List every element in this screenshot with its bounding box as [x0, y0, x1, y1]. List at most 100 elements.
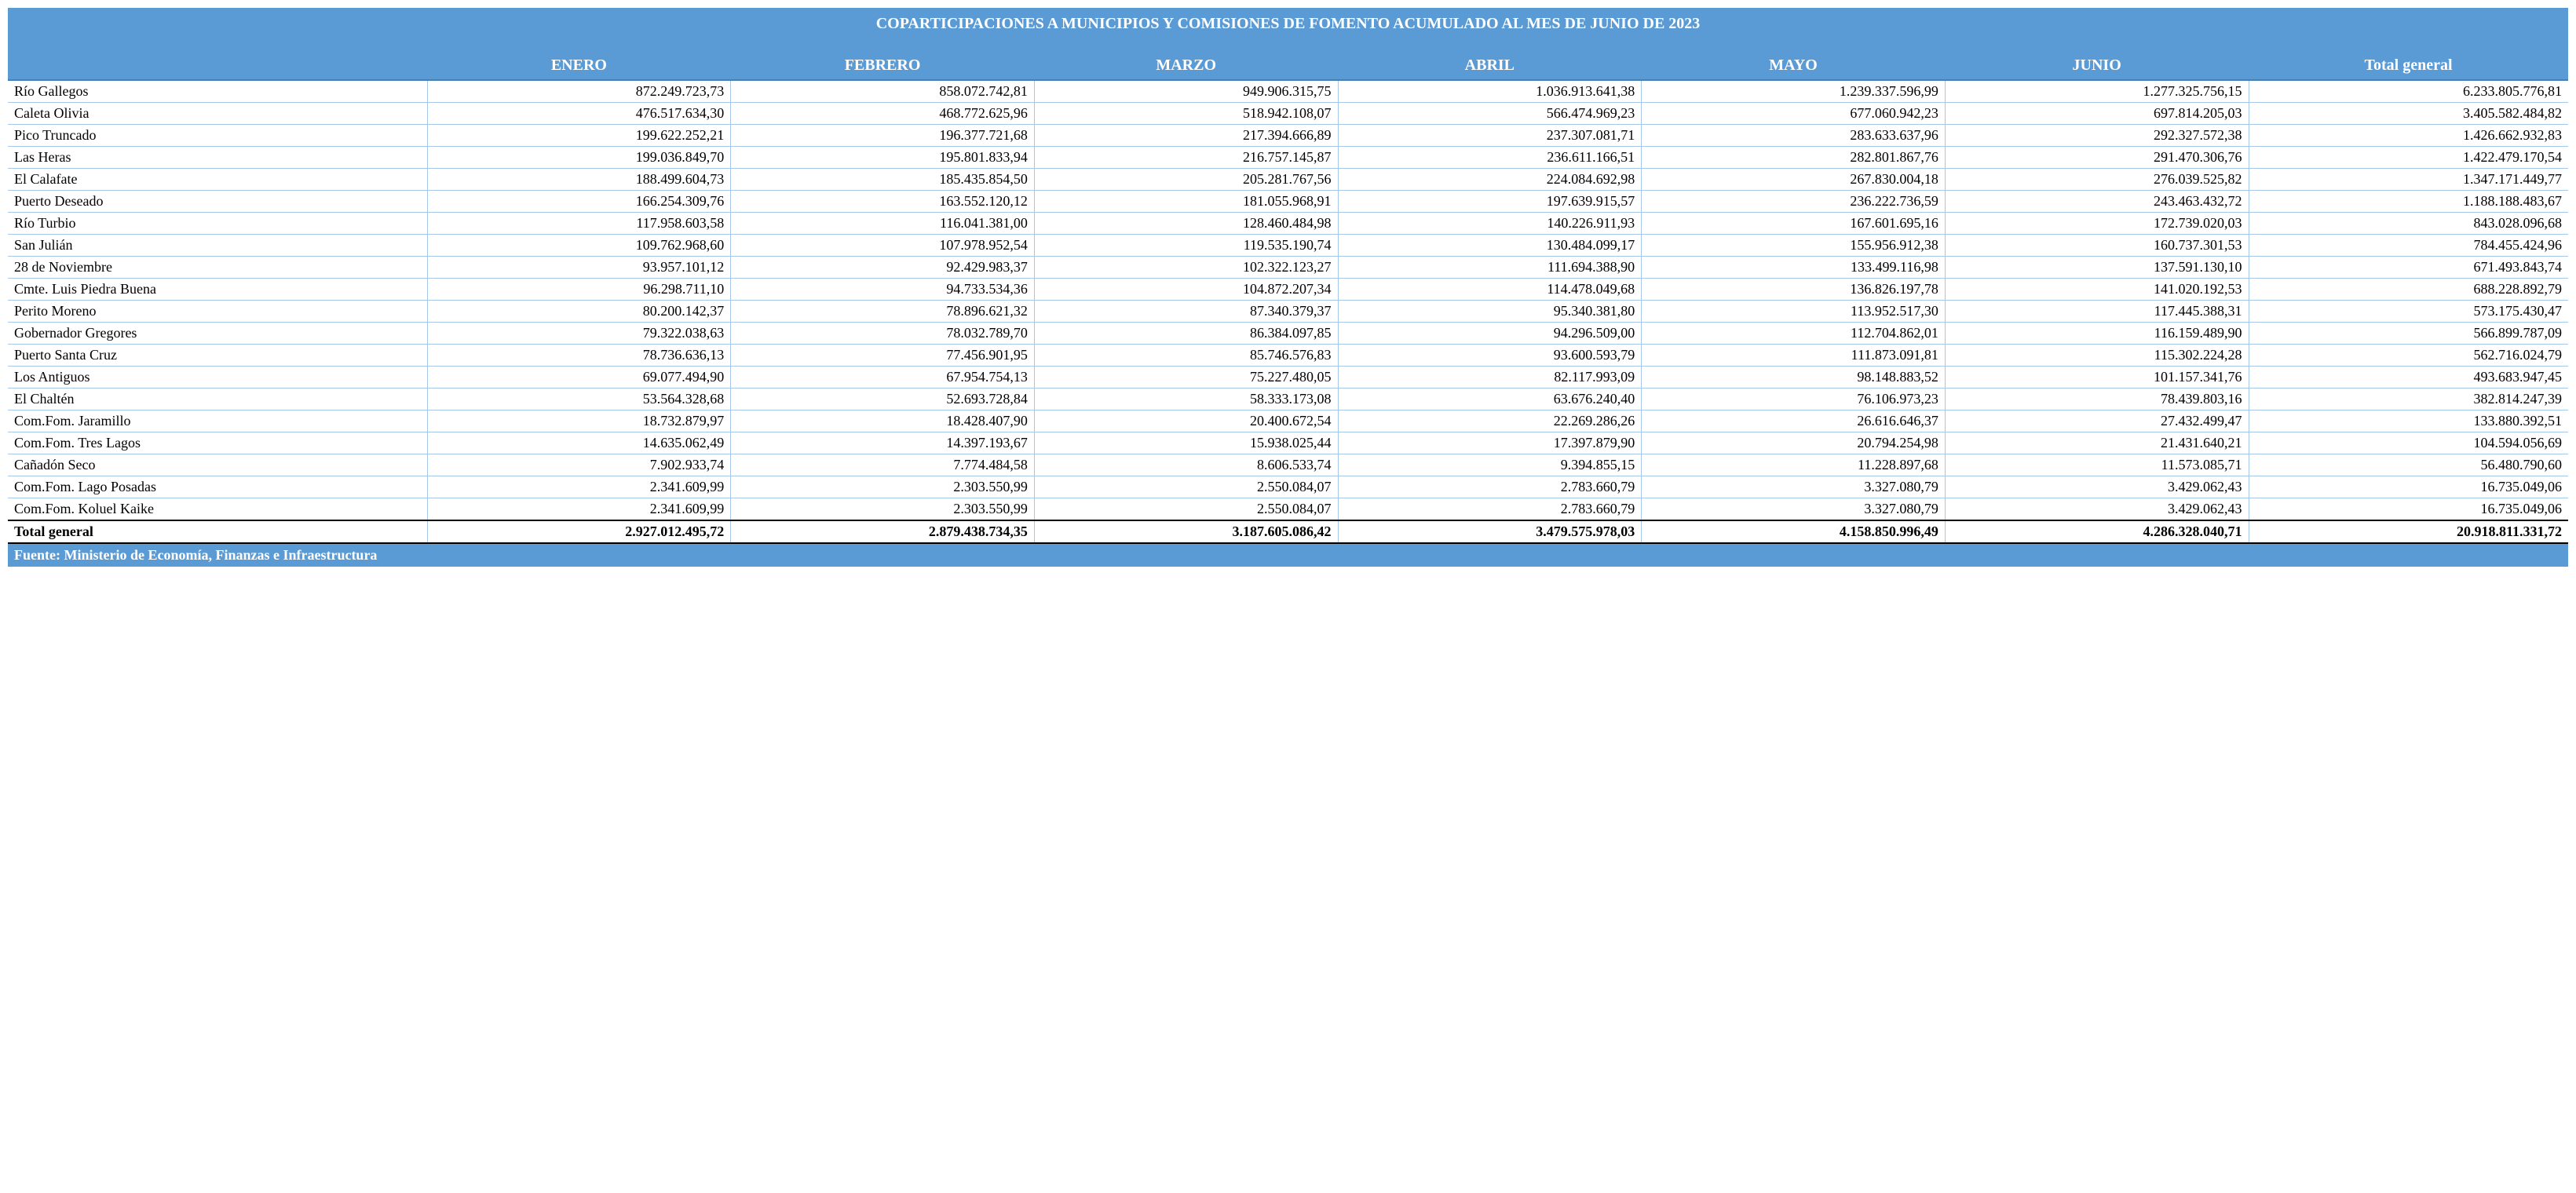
cell-value: 113.952.517,30	[1642, 301, 1946, 323]
cell-value: 1.277.325.756,15	[1945, 80, 2249, 103]
spacer-row	[8, 38, 2568, 52]
table-row: El Chaltén53.564.328,6852.693.728,8458.3…	[8, 389, 2568, 410]
cell-value: 291.470.306,76	[1945, 147, 2249, 169]
cell-value: 137.591.130,10	[1945, 257, 2249, 279]
cell-value: 140.226.911,93	[1338, 213, 1642, 235]
cell-value: 188.499.604,73	[427, 169, 731, 191]
cell-value: 95.340.381,80	[1338, 301, 1642, 323]
cell-value: 688.228.892,79	[2249, 279, 2568, 301]
cell-value: 1.422.479.170,54	[2249, 147, 2568, 169]
cell-value: 236.611.166,51	[1338, 147, 1642, 169]
cell-value: 562.716.024,79	[2249, 345, 2568, 367]
cell-value: 16.735.049,06	[2249, 498, 2568, 521]
cell-value: 243.463.432,72	[1945, 191, 2249, 213]
col-header-total: Total general	[2249, 52, 2568, 80]
cell-value: 2.550.084,07	[1034, 476, 1338, 498]
table-row: Río Turbio117.958.603,58116.041.381,0012…	[8, 213, 2568, 235]
row-name: Com.Fom. Tres Lagos	[8, 432, 427, 454]
cell-value: 163.552.120,12	[731, 191, 1035, 213]
cell-value: 566.474.969,23	[1338, 103, 1642, 125]
table-row: Las Heras199.036.849,70195.801.833,94216…	[8, 147, 2568, 169]
cell-value: 15.938.025,44	[1034, 432, 1338, 454]
table-row: Com.Fom. Koluel Kaike2.341.609,992.303.5…	[8, 498, 2568, 521]
cell-value: 858.072.742,81	[731, 80, 1035, 103]
total-value: 4.158.850.996,49	[1642, 520, 1946, 543]
cell-value: 155.956.912,38	[1642, 235, 1946, 257]
cell-value: 3.429.062,43	[1945, 498, 2249, 521]
cell-value: 111.873.091,81	[1642, 345, 1946, 367]
table-row: Caleta Olivia476.517.634,30468.772.625,9…	[8, 103, 2568, 125]
cell-value: 476.517.634,30	[427, 103, 731, 125]
table-row: Gobernador Gregores79.322.038,6378.032.7…	[8, 323, 2568, 345]
cell-value: 109.762.968,60	[427, 235, 731, 257]
cell-value: 282.801.867,76	[1642, 147, 1946, 169]
cell-value: 267.830.004,18	[1642, 169, 1946, 191]
cell-value: 78.896.621,32	[731, 301, 1035, 323]
cell-value: 76.106.973,23	[1642, 389, 1946, 410]
cell-value: 2.783.660,79	[1338, 498, 1642, 521]
cell-value: 2.341.609,99	[427, 476, 731, 498]
header-row: ENERO FEBRERO MARZO ABRIL MAYO JUNIO Tot…	[8, 52, 2568, 80]
cell-value: 205.281.767,56	[1034, 169, 1338, 191]
cell-value: 82.117.993,09	[1338, 367, 1642, 389]
cell-value: 117.445.388,31	[1945, 301, 2249, 323]
cell-value: 949.906.315,75	[1034, 80, 1338, 103]
table-row: El Calafate188.499.604,73185.435.854,502…	[8, 169, 2568, 191]
cell-value: 195.801.833,94	[731, 147, 1035, 169]
cell-value: 58.333.173,08	[1034, 389, 1338, 410]
cell-value: 671.493.843,74	[2249, 257, 2568, 279]
cell-value: 14.635.062,49	[427, 432, 731, 454]
table-row: Los Antiguos69.077.494,9067.954.754,1375…	[8, 367, 2568, 389]
col-header-mayo: MAYO	[1642, 52, 1946, 80]
total-label: Total general	[8, 520, 427, 543]
cell-value: 872.249.723,73	[427, 80, 731, 103]
cell-value: 22.269.286,26	[1338, 410, 1642, 432]
cell-value: 237.307.081,71	[1338, 125, 1642, 147]
cell-value: 69.077.494,90	[427, 367, 731, 389]
total-value: 20.918.811.331,72	[2249, 520, 2568, 543]
cell-value: 197.639.915,57	[1338, 191, 1642, 213]
cell-value: 16.735.049,06	[2249, 476, 2568, 498]
cell-value: 2.303.550,99	[731, 498, 1035, 521]
row-name: Puerto Santa Cruz	[8, 345, 427, 367]
cell-value: 677.060.942,23	[1642, 103, 1946, 125]
cell-value: 53.564.328,68	[427, 389, 731, 410]
total-value: 4.286.328.040,71	[1945, 520, 2249, 543]
cell-value: 136.826.197,78	[1642, 279, 1946, 301]
table-row: Puerto Santa Cruz78.736.636,1377.456.901…	[8, 345, 2568, 367]
cell-value: 116.159.489,90	[1945, 323, 2249, 345]
cell-value: 3.429.062,43	[1945, 476, 2249, 498]
cell-value: 112.704.862,01	[1642, 323, 1946, 345]
table-row: Perito Moreno80.200.142,3778.896.621,328…	[8, 301, 2568, 323]
cell-value: 133.499.116,98	[1642, 257, 1946, 279]
row-name: Cañadón Seco	[8, 454, 427, 476]
cell-value: 160.737.301,53	[1945, 235, 2249, 257]
cell-value: 217.394.666,89	[1034, 125, 1338, 147]
cell-value: 116.041.381,00	[731, 213, 1035, 235]
cell-value: 26.616.646,37	[1642, 410, 1946, 432]
table-row: Cañadón Seco7.902.933,747.774.484,588.60…	[8, 454, 2568, 476]
cell-value: 11.573.085,71	[1945, 454, 2249, 476]
title-row: COPARTICIPACIONES A MUNICIPIOS Y COMISIO…	[8, 9, 2568, 38]
cell-value: 20.400.672,54	[1034, 410, 1338, 432]
total-value: 2.879.438.734,35	[731, 520, 1035, 543]
cell-value: 104.872.207,34	[1034, 279, 1338, 301]
cell-value: 2.783.660,79	[1338, 476, 1642, 498]
cell-value: 27.432.499,47	[1945, 410, 2249, 432]
total-value: 3.187.605.086,42	[1034, 520, 1338, 543]
cell-value: 63.676.240,40	[1338, 389, 1642, 410]
cell-value: 78.032.789,70	[731, 323, 1035, 345]
cell-value: 382.814.247,39	[2249, 389, 2568, 410]
table-row: 28 de Noviembre93.957.101,1292.429.983,3…	[8, 257, 2568, 279]
cell-value: 80.200.142,37	[427, 301, 731, 323]
cell-value: 167.601.695,16	[1642, 213, 1946, 235]
row-name: Las Heras	[8, 147, 427, 169]
cell-value: 141.020.192,53	[1945, 279, 2249, 301]
row-name: El Calafate	[8, 169, 427, 191]
cell-value: 56.480.790,60	[2249, 454, 2568, 476]
source-text: Fuente: Ministerio de Economía, Finanzas…	[8, 543, 2568, 567]
cell-value: 111.694.388,90	[1338, 257, 1642, 279]
cell-value: 94.733.534,36	[731, 279, 1035, 301]
cell-value: 75.227.480,05	[1034, 367, 1338, 389]
col-header-abril: ABRIL	[1338, 52, 1642, 80]
